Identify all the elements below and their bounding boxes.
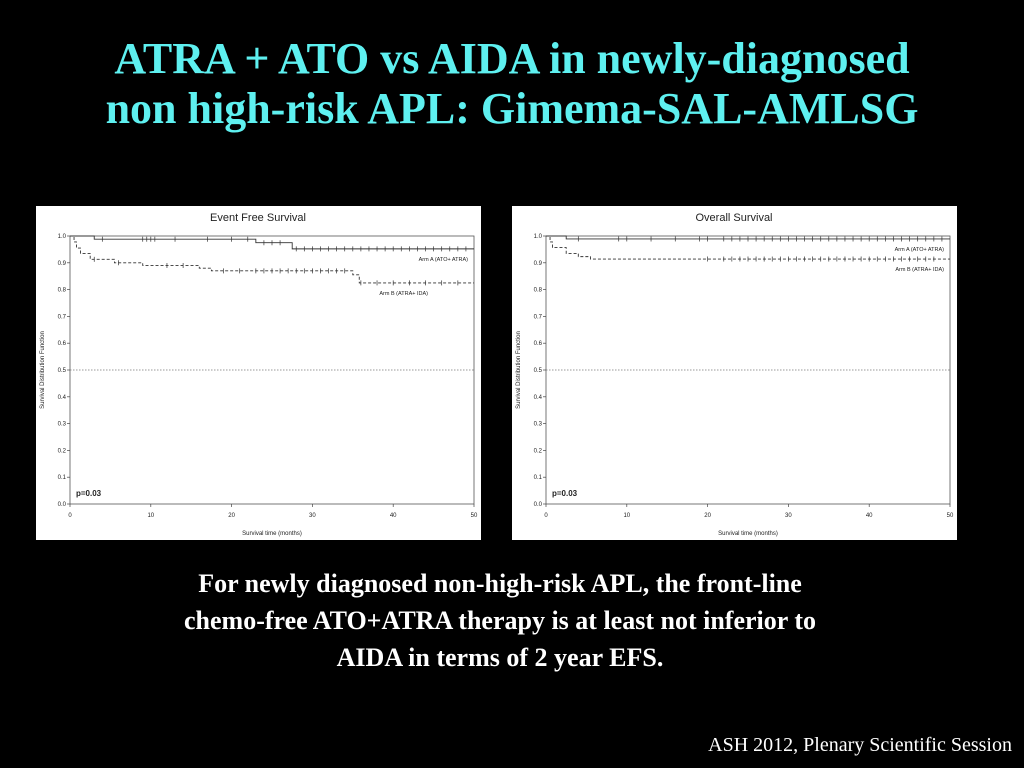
conclusion-line-2: chemo-free ATO+ATRA therapy is at least … [184, 606, 816, 635]
y-tick-label: 0.6 [534, 341, 543, 347]
y-tick-label: 0.9 [58, 261, 67, 267]
x-axis-label: Survival time (months) [718, 531, 778, 537]
y-tick-label: 0.4 [58, 395, 67, 401]
y-tick-label: 0.7 [58, 314, 67, 320]
x-tick-label: 30 [309, 513, 316, 519]
legend-label-arm-a: Arm A (ATO+ ATRA) [419, 257, 469, 263]
x-tick-label: 0 [68, 513, 72, 519]
y-tick-label: 1.0 [534, 234, 543, 240]
y-tick-label: 0.2 [534, 448, 543, 454]
y-tick-label: 0.1 [534, 475, 543, 481]
x-tick-label: 50 [947, 513, 954, 519]
y-tick-label: 0.8 [58, 288, 67, 294]
p-value-annotation: p=0.03 [552, 489, 578, 498]
source-citation: ASH 2012, Plenary Scientific Session [708, 734, 1012, 756]
y-tick-label: 0.5 [58, 368, 67, 374]
x-tick-label: 20 [704, 513, 711, 519]
legend-label-arm-b: Arm B (ATRA+ IDA) [895, 267, 944, 273]
x-tick-label: 10 [147, 513, 154, 519]
conclusion-line-1: For newly diagnosed non-high-risk APL, t… [198, 569, 802, 598]
legend-label-arm-a: Arm A (ATO+ ATRA) [895, 247, 945, 253]
y-tick-label: 0.7 [534, 314, 543, 320]
y-tick-label: 0.3 [58, 422, 67, 428]
chart-title: Event Free Survival [210, 212, 306, 224]
slide-title-line-2: non high-risk APL: Gimema-SAL-AMLSG [105, 84, 919, 133]
y-tick-label: 0.3 [534, 422, 543, 428]
slide-title: ATRA + ATO vs AIDA in newly-diagnosed no… [0, 34, 1024, 134]
event-free-survival-chart: Event Free Survival 0.0 0.1 0.2 0.3 0.4 0.5 0.6… [36, 206, 481, 540]
y-tick-label: 0.5 [534, 368, 543, 374]
y-tick-label: 0.2 [58, 448, 67, 454]
y-tick-label: 0.0 [534, 502, 543, 508]
y-tick-label: 0.0 [58, 502, 67, 508]
y-tick-label: 0.9 [534, 261, 543, 267]
survival-curve-arm-b [70, 235, 474, 284]
survival-curve-arm-a [546, 235, 950, 240]
x-axis-label: Survival time (months) [242, 531, 302, 537]
y-tick-label: 1.0 [58, 234, 67, 240]
y-tick-label: 0.8 [534, 288, 543, 294]
slide-title-line-1: ATRA + ATO vs AIDA in newly-diagnosed [114, 34, 910, 83]
survival-curve-arm-a [70, 235, 474, 250]
overall-survival-plot: Overall Survival 0.0 0.1 0.2 0.3 0.4 0.5 0.6 0.7… [516, 212, 954, 537]
y-tick-label: 0.6 [58, 341, 67, 347]
survival-curve-arm-b [546, 235, 950, 260]
p-value-annotation: p=0.03 [76, 489, 102, 498]
x-tick-label: 20 [228, 513, 235, 519]
conclusion-line-3: AIDA in terms of 2 year EFS. [336, 643, 664, 672]
x-tick-label: 40 [390, 513, 397, 519]
legend-label-arm-b: Arm B (ATRA+ IDA) [379, 291, 428, 297]
x-tick-label: 10 [623, 513, 630, 519]
y-tick-label: 0.1 [58, 475, 67, 481]
overall-survival-chart: Overall Survival 0.0 0.1 0.2 0.3 0.4 0.5 0.6 0.7… [512, 206, 957, 540]
x-tick-label: 30 [785, 513, 792, 519]
x-tick-label: 40 [866, 513, 873, 519]
y-axis-label: Survival Distribution Function [516, 331, 522, 409]
y-axis-label: Survival Distribution Function [40, 331, 46, 409]
x-tick-label: 50 [471, 513, 478, 519]
conclusion-text: For newly diagnosed non-high-risk APL, t… [60, 565, 940, 676]
chart-title: Overall Survival [695, 212, 772, 224]
x-tick-label: 0 [544, 513, 548, 519]
y-tick-label: 0.4 [534, 395, 543, 401]
event-free-survival-plot: Event Free Survival 0.0 0.1 0.2 0.3 0.4 0.5 0.6… [40, 212, 478, 537]
